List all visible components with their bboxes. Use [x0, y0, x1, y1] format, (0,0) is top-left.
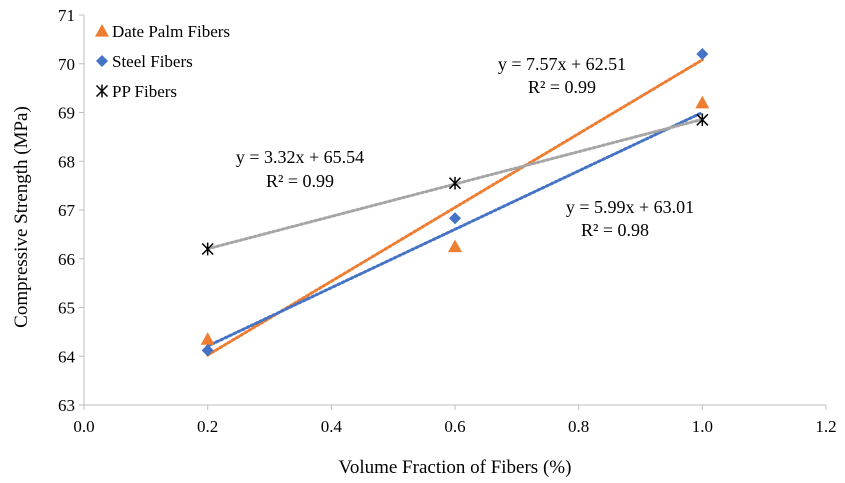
data-point: [696, 48, 709, 60]
x-ticks: 0.0 0.2 0.4 0.6 0.8 1.0 1.2: [73, 405, 837, 436]
y-tick-label: 71: [58, 6, 75, 25]
x-tick-label: 0.2: [197, 417, 218, 436]
y-tick-label: 63: [58, 396, 75, 415]
x-tick-label: 0.4: [321, 417, 343, 436]
y-tick-label: 69: [58, 104, 75, 123]
trendline: [206, 111, 704, 348]
x-axis-title: Volume Fraction of Fibers (%): [339, 457, 572, 478]
points: [200, 48, 710, 357]
y-tick-label: 64: [58, 347, 76, 366]
y-tick-label: 66: [58, 250, 75, 269]
y-tick-label: 65: [58, 299, 75, 318]
trendline-equation: y = 7.57x + 62.51: [498, 54, 626, 74]
data-point: [448, 239, 462, 253]
y-tick-label: 67: [58, 201, 76, 220]
legend-marker: [95, 84, 109, 98]
plot-area: 0.0 0.2 0.4 0.6 0.8 1.0 1.2 63 64 65 66 67 68 69 70 71…: [58, 6, 837, 436]
y-ticks: 63 64 65 66 67 68 69 70 71: [58, 6, 84, 415]
legend-marker: [96, 55, 108, 67]
trendline-r2: R² = 0.99: [266, 171, 334, 191]
x-tick-label: 0.0: [73, 417, 94, 436]
x-tick-label: 1.0: [692, 417, 713, 436]
trendline-r2: R² = 0.98: [581, 220, 649, 240]
data-point: [201, 242, 214, 256]
data-point: [696, 113, 709, 127]
data-point: [201, 344, 214, 357]
data-point: [448, 176, 462, 190]
x-tick-label: 0.6: [444, 417, 465, 436]
data-point: [449, 212, 461, 225]
trendline-r2: R² = 0.99: [528, 77, 596, 97]
y-tick-label: 70: [58, 55, 75, 74]
y-tick-label: 68: [58, 152, 75, 171]
legend-label: Date Palm Fibers: [112, 22, 230, 41]
y-axis-title: Compressive Strength (MPa): [11, 106, 32, 328]
data-point: [200, 332, 215, 345]
data-point: [695, 95, 710, 109]
trendline-equation: y = 5.99x + 63.01: [566, 197, 694, 217]
legend-label: Steel Fibers: [112, 52, 193, 71]
legend-marker: [95, 24, 109, 37]
legend: Date Palm Fibers Steel Fibers PP Fibers: [95, 22, 230, 101]
x-tick-label: 1.2: [815, 417, 836, 436]
trendline-equation: y = 3.32x + 65.54: [236, 147, 364, 167]
x-tick-label: 0.8: [568, 417, 589, 436]
equations: y = 7.57x + 62.51 R² = 0.99 y = 5.99x + 63…: [236, 54, 694, 240]
legend-label: PP Fibers: [112, 82, 177, 101]
